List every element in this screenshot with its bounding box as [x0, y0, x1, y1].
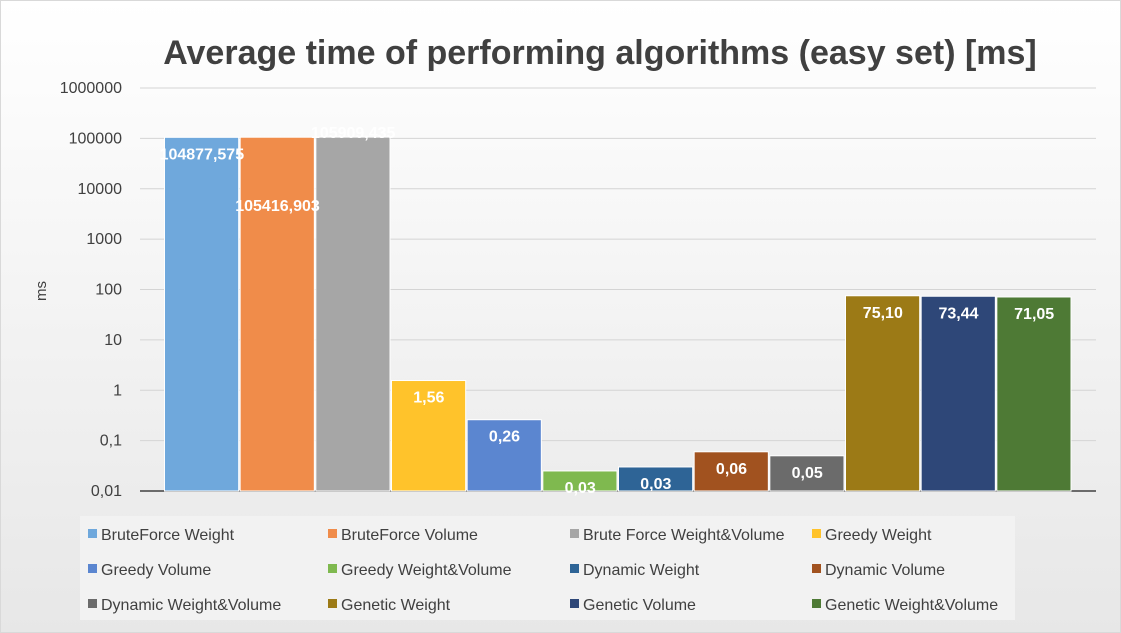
legend-swatch: [88, 599, 97, 608]
legend-swatch: [812, 599, 821, 608]
y-tick-label: 100: [95, 282, 122, 299]
y-axis-ticks: 0,01 0,1 1 10 100 1000 10000 100000 1000000: [60, 80, 122, 500]
bar: [315, 136, 391, 492]
legend-label: Genetic Volume: [583, 597, 696, 614]
legend-label: Dynamic Weight: [583, 562, 700, 579]
bar: [996, 296, 1072, 492]
bar-data-label: 0,06: [716, 461, 747, 478]
y-tick-label: 10: [104, 332, 122, 349]
legend-swatch: [812, 529, 821, 538]
bar-data-label: 73,44: [938, 305, 978, 322]
legend-label: Brute Force Weight&Volume: [583, 527, 785, 544]
bar: [845, 295, 921, 492]
legend-box: [80, 516, 1015, 620]
legend-swatch: [570, 599, 579, 608]
bar: [542, 470, 618, 492]
bar-data-label: 71,05: [1014, 306, 1054, 323]
legend-label: Genetic Weight&Volume: [825, 597, 998, 614]
bar: [693, 451, 769, 492]
data-labels: 104877,575 105416,903 105909,435 1,56 0,26 0,…: [160, 125, 1055, 497]
bar: [618, 466, 694, 492]
y-tick-label: 1000: [86, 231, 122, 248]
bar-data-label: 105416,903: [235, 198, 320, 215]
bar-data-label: 0,03: [640, 476, 671, 493]
legend-label: Greedy Weight&Volume: [341, 562, 512, 579]
bar-data-label: 0,26: [489, 429, 520, 446]
legend-label: Genetic Weight: [341, 597, 451, 614]
bar-data-label: 105909,435: [311, 125, 396, 142]
legend-swatch: [570, 564, 579, 573]
legend-swatch: [570, 529, 579, 538]
legend-label: Greedy Weight: [825, 527, 932, 544]
bar: [239, 136, 315, 492]
legend-label: BruteForce Weight: [101, 527, 235, 544]
legend-swatch: [328, 599, 337, 608]
y-tick-label: 1: [113, 382, 122, 399]
legend-label: Dynamic Weight&Volume: [101, 597, 281, 614]
legend-swatch: [328, 529, 337, 538]
legend-label: Greedy Volume: [101, 562, 211, 579]
y-tick-label: 10000: [78, 181, 123, 198]
bar-data-label: 0,03: [565, 480, 596, 497]
legend-swatch: [812, 564, 821, 573]
y-tick-label: 0,1: [100, 433, 122, 450]
legend-label: BruteForce Volume: [341, 527, 478, 544]
bar: [769, 455, 845, 492]
chart-title: Average time of performing algorithms (e…: [163, 34, 1037, 72]
y-tick-label: 100000: [69, 130, 122, 147]
bar-data-label: 1,56: [413, 390, 444, 407]
bars: [164, 136, 1072, 492]
bar: [466, 419, 542, 492]
bar-data-label: 104877,575: [160, 146, 245, 163]
legend-swatch: [328, 564, 337, 573]
y-axis-label: ms: [33, 281, 50, 301]
legend-label: Dynamic Volume: [825, 562, 945, 579]
legend: BruteForce Weight BruteForce Volume Brute …: [80, 516, 1015, 620]
y-tick-label: 1000000: [60, 80, 122, 97]
legend-swatch: [88, 564, 97, 573]
legend-swatch: [88, 529, 97, 538]
y-tick-label: 0,01: [91, 483, 122, 500]
bar-data-label: 75,10: [863, 305, 903, 322]
bar: [164, 136, 240, 492]
bar-data-label: 0,05: [792, 465, 823, 482]
bar: [391, 380, 467, 492]
bar: [920, 295, 996, 492]
